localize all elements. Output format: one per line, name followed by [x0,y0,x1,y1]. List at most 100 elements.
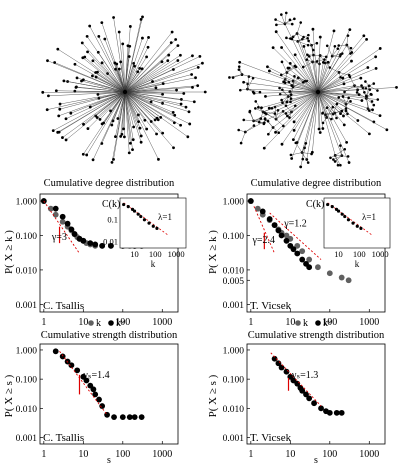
network-node [274,30,278,34]
network-edge [317,91,324,129]
y-tick-label: 0.001 [223,434,245,444]
inset-data-point [343,214,347,219]
network-node [64,117,68,121]
network-edge [284,18,295,24]
chart-title: Cumulative degree distribution [44,178,175,189]
x-tick-label: 10 [285,449,295,460]
network-node [182,92,186,95]
network-edge [124,91,182,105]
network-node [257,120,261,124]
network-edge [276,23,285,26]
network-edge [281,61,288,73]
network-edge [241,74,319,93]
network-node [237,128,240,132]
network-node [131,138,135,142]
network-edge [297,41,319,93]
network-edge [95,72,126,93]
y-tick-label: 1.000 [223,346,245,356]
network-node [146,45,150,49]
network-node [127,151,131,155]
network-edge [62,91,126,138]
chart-title: Cumulative strength distribution [41,330,178,341]
network-node [257,106,260,109]
y-tick-label: 0.100 [16,232,38,242]
network-edge [98,36,126,93]
network-node [61,136,64,139]
network-node [51,129,55,133]
author-label: C. Tsallis [43,300,84,312]
network-edge [124,26,131,93]
network-node [41,90,45,94]
inset-x-tick-label: 1000 [372,249,389,259]
network-edge [247,88,319,93]
network-node [57,130,61,134]
network-node [289,153,293,157]
network-node [112,16,115,19]
data-point [99,403,106,409]
network-node [336,47,340,50]
data-point [259,208,266,215]
network-edge [99,91,126,120]
network-node [91,59,95,63]
data-point [338,274,345,281]
plot-frame [39,193,179,313]
data-point [68,226,75,233]
network-node [301,81,305,84]
network-node [85,34,89,38]
network-node [58,102,62,106]
network-edge [298,77,307,82]
network-node [97,35,101,38]
network-node [288,116,291,119]
network-node [81,78,85,82]
network-node [323,58,326,61]
network-edge [124,91,181,126]
network-edge [317,91,381,116]
network-edge [281,91,319,145]
network-edge [124,87,193,93]
network-node [286,114,289,118]
network-node [112,157,115,161]
network-node [137,120,140,124]
data-point [306,264,313,271]
network-node [239,141,243,145]
y-tick-label: 0.100 [223,232,245,242]
network-node [280,13,283,16]
network-edge [124,89,177,93]
network-node [348,28,352,32]
y-tick-label: 0.100 [223,376,245,386]
network-edge [124,19,142,93]
network-node [340,109,344,113]
network-node [339,163,342,167]
inset-y-label: C(k) [102,199,120,210]
network-edge [124,60,168,93]
network-edge [124,91,174,113]
network-node [374,55,378,59]
network-edge [259,111,264,123]
network-edge [247,88,260,93]
network-node [371,108,374,112]
data-point [52,348,59,355]
network-edge [300,91,319,167]
inset-annotation: λ=1 [158,212,172,222]
x-tick-label: 10 [285,317,295,328]
network-node [88,24,92,28]
network-node [109,109,112,113]
network-edge [124,91,142,137]
network-edge [59,91,126,110]
data-point [96,396,102,403]
network-node [288,62,292,65]
network-node [62,79,66,83]
x-tick-label: 10 [78,317,88,328]
network-node [154,86,158,90]
network-node [306,53,309,57]
chart-panel: Cumulative strength distribution P( X ≥ s… [207,330,386,466]
network-edge [281,47,319,93]
network-hub [315,89,321,95]
network-node [301,157,305,161]
network-node [289,100,292,104]
data-point [266,216,273,222]
network-node [128,25,132,28]
legend-label: k [96,318,101,329]
network-edge [317,39,367,93]
network-edge [97,72,126,93]
